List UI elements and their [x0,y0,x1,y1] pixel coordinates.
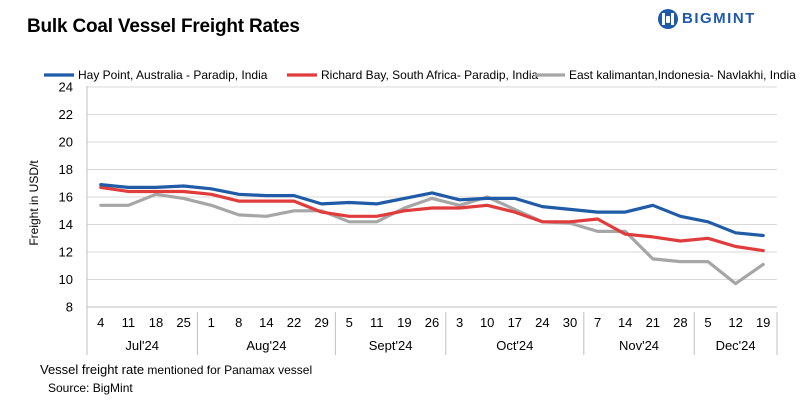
x-tick-label: 14 [618,315,632,330]
y-tick-label: 12 [59,245,73,260]
bigmint-logo-icon [658,9,678,29]
series-line [99,183,765,238]
chart-footnote: Vessel freight rate mentioned for Panama… [40,362,312,377]
month-label: Jul'24 [125,338,159,353]
x-tick-label: 17 [508,315,522,330]
x-tick-label: 10 [480,315,494,330]
x-tick-label: 28 [673,315,687,330]
footnote-rest: mentioned for Panamax vessel [144,363,313,377]
x-tick-label: 21 [646,315,660,330]
x-tick-label: 11 [122,315,136,330]
x-tick-label: 22 [287,315,301,330]
footnote-main: Vessel freight rate [40,362,145,377]
month-label: Dec'24 [716,338,756,353]
x-tick-label: 5 [704,315,711,330]
x-tick-label: 19 [756,315,770,330]
y-tick-label: 16 [59,190,73,205]
x-tick-label: 4 [97,315,104,330]
x-tick-label: 19 [397,315,411,330]
legend-label: Hay Point, Australia - Paradip, India [78,68,268,82]
legend-label: East kalimantan,Indonesia- Navlakhi, Ind… [569,68,796,82]
y-tick-label: 8 [66,300,73,315]
y-tick-label: 22 [59,107,73,122]
chart-title: Bulk Coal Vessel Freight Rates [27,16,300,37]
legend-label: Richard Bay, South Africa- Paradip, Indi… [321,68,539,82]
series-line [99,192,765,286]
logo-text: BIGMINT [682,10,756,27]
x-tick-label: 25 [176,315,190,330]
y-tick-label: 18 [59,162,73,177]
series-line [99,185,765,253]
month-label: Oct'24 [496,338,533,353]
x-tick-label: 24 [535,315,549,330]
y-tick-label: 24 [59,80,73,95]
x-tick-label: 30 [563,315,577,330]
x-tick-label: 8 [235,315,242,330]
chart-source: Source: BigMint [48,381,133,395]
x-tick-label: 3 [456,315,463,330]
x-tick-label: 29 [314,315,328,330]
bigmint-logo[interactable]: BIGMINT [658,8,794,32]
x-tick-label: 11 [370,315,384,330]
x-tick-label: 14 [259,315,273,330]
month-label: Nov'24 [619,338,659,353]
month-label: Aug'24 [246,338,286,353]
x-tick-label: 5 [346,315,353,330]
x-tick-label: 18 [149,315,163,330]
y-tick-label: 14 [59,217,73,232]
month-label: Sept'24 [369,338,413,353]
y-tick-label: 10 [59,272,73,287]
x-tick-label: 7 [594,315,601,330]
x-tick-label: 1 [208,315,215,330]
x-tick-label: 12 [728,315,742,330]
y-tick-label: 20 [59,135,73,150]
x-tick-label: 26 [425,315,439,330]
y-axis-label: Freight in USD/t [27,160,41,246]
